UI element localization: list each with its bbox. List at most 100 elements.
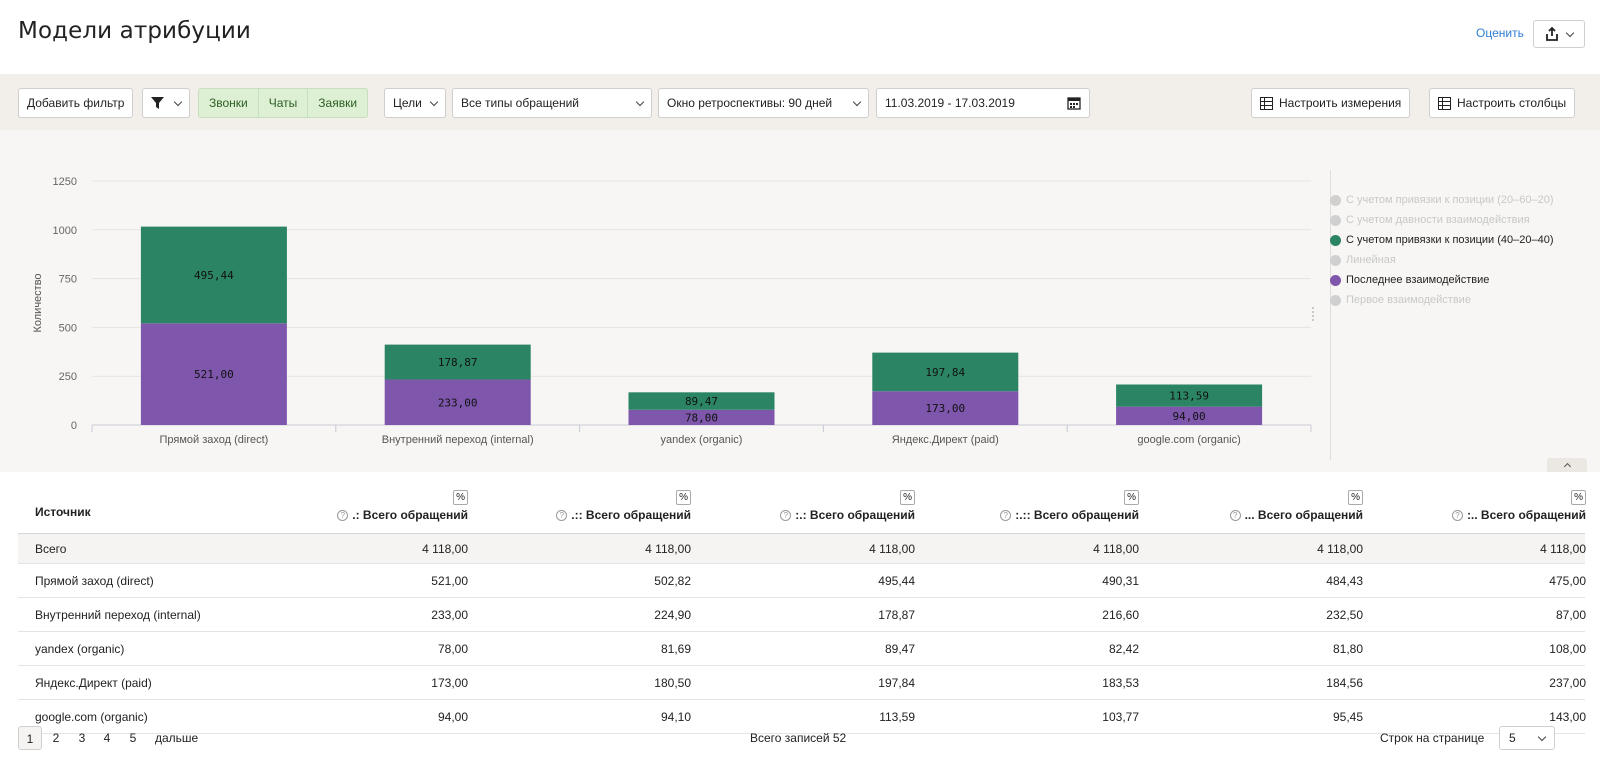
appeal-type-toggle: Звонки Чаты Заявки <box>198 88 369 118</box>
rate-link[interactable]: Оценить <box>1476 26 1524 40</box>
help-icon[interactable]: ? <box>1451 510 1463 521</box>
percent-toggle[interactable]: % <box>1348 490 1363 505</box>
bar-value-label: 89,47 <box>685 395 718 408</box>
y-tick-label: 1250 <box>53 176 77 188</box>
percent-toggle[interactable]: % <box>453 490 468 505</box>
help-icon[interactable]: ? <box>337 510 349 521</box>
table-cell: 108,00 <box>1549 641 1586 656</box>
column-header[interactable]: % ?:.. Всего обращений <box>1376 488 1586 522</box>
legend-item[interactable]: С учетом давности взаимодействия <box>1330 210 1554 230</box>
y-tick-label: 250 <box>59 371 77 383</box>
source-column-header[interactable]: Источник <box>35 505 91 519</box>
bar-segment[interactable] <box>872 352 1019 392</box>
collapse-chart-button[interactable] <box>1547 458 1587 472</box>
column-header-label: .: Всего обращений <box>352 508 468 522</box>
table-cell: 184,56 <box>1326 675 1363 690</box>
y-tick-label: 1000 <box>53 225 77 237</box>
goals-dropdown[interactable]: Цели <box>384 88 446 118</box>
x-tick-label: google.com (organic) <box>1137 434 1240 446</box>
legend-item[interactable]: С учетом привязки к позиции (20–60–20) <box>1330 190 1554 210</box>
export-button[interactable] <box>1533 20 1585 48</box>
toggle-requests[interactable]: Заявки <box>318 96 358 110</box>
toggle-chats[interactable]: Чаты <box>259 89 309 117</box>
goals-label: Цели <box>393 96 422 110</box>
table-cell: 216,60 <box>1102 607 1139 622</box>
legend-item[interactable]: С учетом привязки к позиции (40–20–40) <box>1330 230 1554 250</box>
x-tick-label: Яндекс.Директ (paid) <box>892 434 999 446</box>
toggle-calls[interactable]: Звонки <box>199 89 259 117</box>
bar-value-label: 233,00 <box>438 396 478 409</box>
help-icon[interactable]: ? <box>780 510 792 521</box>
bar-value-label: 178,87 <box>438 356 478 369</box>
appeal-types-select[interactable]: Все типы обращений <box>452 88 652 118</box>
page-5-button[interactable]: 5 <box>129 731 137 745</box>
bar-segment[interactable] <box>628 392 775 410</box>
column-header[interactable]: % ?:.:: Всего обращений <box>929 488 1139 522</box>
legend-divider[interactable] <box>1330 170 1331 460</box>
bar-segment[interactable] <box>872 391 1019 425</box>
help-icon[interactable]: ? <box>1229 510 1241 521</box>
help-icon[interactable]: ? <box>1000 510 1012 521</box>
table-cell: 78,00 <box>437 641 468 656</box>
bar-segment[interactable] <box>140 226 287 324</box>
rows-per-page-select[interactable]: 5 <box>1499 726 1555 750</box>
table-cell: 4 118,00 <box>645 541 691 556</box>
configure-dimensions-label: Настроить измерения <box>1279 96 1402 110</box>
legend-item[interactable]: Первое взаимодействие <box>1330 290 1554 310</box>
percent-toggle[interactable]: % <box>1571 490 1586 505</box>
share-export-icon <box>1546 27 1558 41</box>
column-header[interactable]: % ?:.: Всего обращений <box>705 488 915 522</box>
table-row[interactable]: google.com (organic) 94,00 94,10 113,59 103,… <box>18 700 1586 734</box>
table-row[interactable]: yandex (organic) 78,00 81,69 89,47 82,42 81,8… <box>18 632 1586 666</box>
table-cell: 81,69 <box>660 641 691 656</box>
percent-toggle[interactable]: % <box>676 490 691 505</box>
filter-menu-button[interactable] <box>142 88 190 118</box>
bar-segment[interactable] <box>384 379 531 425</box>
bar-segment[interactable] <box>1116 406 1263 425</box>
attribution-table: Источник % ?.: Всего обращений % ?.:: Вс… <box>18 472 1586 734</box>
table-body: Прямой заход (direct) 521,00 502,82 495,44 4… <box>18 564 1586 734</box>
page-3-button[interactable]: 3 <box>78 731 86 745</box>
legend-marker-icon <box>1330 254 1341 266</box>
table-cell: 495,44 <box>878 573 915 588</box>
table-cell: 103,77 <box>1102 709 1139 724</box>
bar-segment[interactable] <box>140 323 287 425</box>
column-header-label: .:: Всего обращений <box>571 508 691 522</box>
help-icon[interactable]: ? <box>556 510 568 521</box>
y-tick-label: 750 <box>59 274 77 286</box>
bar-value-label: 78,00 <box>685 411 718 424</box>
table-cell: 87,00 <box>1555 607 1586 622</box>
page-4-button[interactable]: 4 <box>103 731 111 745</box>
configure-dimensions-button[interactable]: Настроить измерения <box>1251 88 1411 118</box>
bar-value-label: 113,59 <box>1169 390 1209 403</box>
add-filter-button[interactable]: Добавить фильтр <box>18 88 134 118</box>
lookback-window-dropdown[interactable]: Окно ретроспективы: 90 дней <box>658 88 869 118</box>
table-cell: 4 118,00 <box>1093 541 1139 556</box>
column-header[interactable]: % ?... Всего обращений <box>1153 488 1363 522</box>
column-header[interactable]: % ?.:: Всего обращений <box>481 488 691 522</box>
resize-handle-icon <box>1312 315 1314 317</box>
bar-value-label: 495,44 <box>194 269 234 282</box>
table-row[interactable]: Прямой заход (direct) 521,00 502,82 495,44 4… <box>18 564 1586 598</box>
bar-segment[interactable] <box>384 344 531 380</box>
calendar-icon <box>1067 97 1081 110</box>
percent-toggle[interactable]: % <box>1124 490 1139 505</box>
date-range-picker[interactable]: 11.03.2019 - 17.03.2019 <box>876 88 1090 118</box>
bar-segment[interactable] <box>628 409 775 425</box>
percent-toggle[interactable]: % <box>900 490 915 505</box>
table-row[interactable]: Внутренний переход (internal) 233,00 224,9… <box>18 598 1586 632</box>
column-header-label: :.: Всего обращений <box>795 508 915 522</box>
table-row[interactable]: Яндекс.Директ (paid) 173,00 180,50 197,84 18… <box>18 666 1586 700</box>
legend-item[interactable]: Линейная <box>1330 250 1554 270</box>
page-1-button[interactable]: 1 <box>18 726 42 750</box>
bar-value-label: 173,00 <box>925 402 965 415</box>
bar-segment[interactable] <box>1116 384 1263 407</box>
next-page-link[interactable]: дальше <box>155 731 199 745</box>
configure-columns-button[interactable]: Настроить столбцы <box>1429 88 1576 118</box>
table-total-row: Всего 4 118,00 4 118,00 4 118,00 4 118,0… <box>18 534 1586 564</box>
legend-item[interactable]: Последнее взаимодействие <box>1330 270 1554 290</box>
column-header[interactable]: % ?.: Всего обращений <box>258 488 468 522</box>
bar-value-label: 197,84 <box>925 366 965 379</box>
column-header-label: :.:: Всего обращений <box>1015 508 1139 522</box>
page-2-button[interactable]: 2 <box>52 731 60 745</box>
